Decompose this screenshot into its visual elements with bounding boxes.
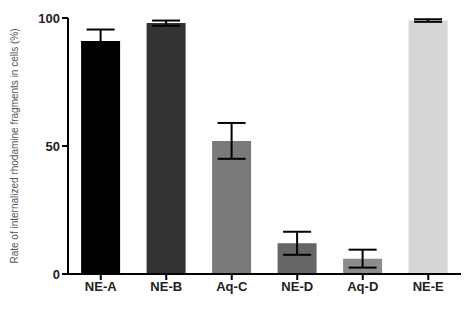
- svg-text:50: 50: [46, 139, 60, 154]
- svg-text:NE-E: NE-E: [413, 279, 444, 294]
- svg-text:0: 0: [53, 267, 60, 282]
- svg-text:NE-D: NE-D: [281, 279, 313, 294]
- svg-text:Aq-C: Aq-C: [216, 279, 248, 294]
- svg-text:Aq-D: Aq-D: [347, 279, 378, 294]
- svg-text:100: 100: [38, 11, 60, 26]
- svg-text:NE-A: NE-A: [85, 279, 117, 294]
- html-text:Rate of internalized rhodamine: Rate of internalized rhodamine fragments…: [9, 28, 20, 264]
- svg-text:NE-B: NE-B: [150, 279, 182, 294]
